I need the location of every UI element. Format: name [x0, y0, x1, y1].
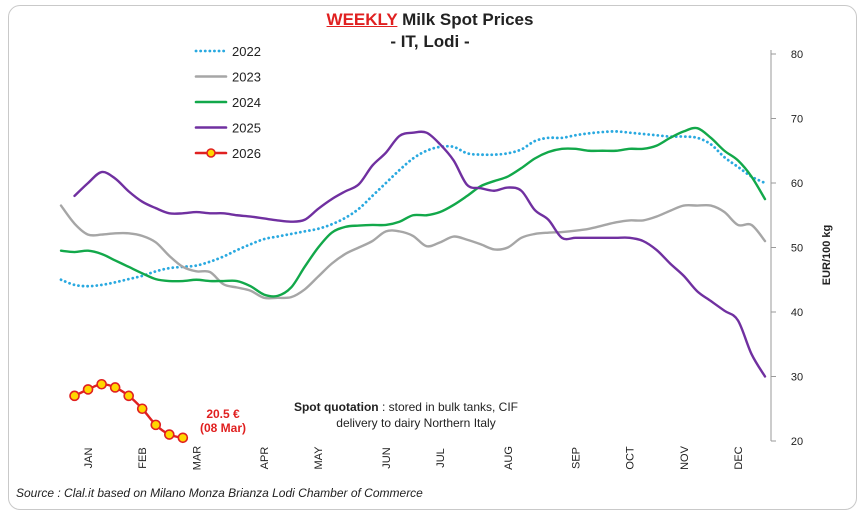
series-point-2026	[109, 382, 121, 393]
series-point-2026	[164, 429, 175, 440]
legend-label-2026: 2026	[232, 146, 261, 161]
x-tick-label: SEP	[570, 447, 582, 469]
chart-frame	[8, 5, 857, 510]
series-point-2026	[69, 390, 80, 402]
legend: 2022 2023 2024 2025 2026	[194, 44, 261, 161]
y-tick-label: 70	[791, 114, 803, 126]
x-tick-label: OCT	[625, 446, 637, 470]
spot-note-bold: Spot quotation	[294, 400, 379, 414]
series-point-2026	[96, 378, 107, 390]
series-line-2025	[73, 130, 767, 378]
x-tick-label: MAY	[313, 446, 325, 470]
y-tick-label: 30	[791, 372, 803, 384]
x-tick-label: JAN	[83, 448, 95, 469]
series-point-2026	[150, 419, 162, 431]
series-line-2023	[59, 203, 767, 300]
x-tick-label: AUG	[503, 446, 515, 470]
series-point-2026	[177, 432, 189, 444]
source-note: Source : Clal.it based on Milano Monza B…	[16, 486, 423, 500]
legend-label-2025: 2025	[232, 121, 261, 136]
series-point-2026	[123, 390, 134, 402]
spot-note-line2: delivery to dairy Northern Italy	[336, 416, 495, 430]
chart-title-rest: Milk Spot Prices	[397, 10, 534, 29]
y-tick-label: 80	[791, 49, 803, 61]
x-tick-label: JUN	[381, 447, 393, 468]
chart-title-emphasis: WEEKLY	[326, 10, 398, 29]
x-tick-label: APR	[259, 447, 271, 470]
y-axis-label: EUR/100 kg	[821, 225, 833, 286]
series-point-2026	[136, 403, 148, 415]
series-line-2022	[59, 129, 767, 288]
y-tick-label: 60	[791, 178, 803, 190]
annotations: Spot quotation : stored in bulk tanks, C…	[200, 400, 518, 435]
series-point-2026	[82, 384, 94, 395]
series-group	[59, 126, 767, 444]
x-axis: JAN FEB MAR APR MAY JUN JUL AUG SEP OCT NOV DEC	[83, 445, 745, 470]
legend-label-2023: 2023	[232, 70, 261, 85]
last-value-label: 20.5 €	[206, 407, 240, 421]
spot-note-line1: Spot quotation : stored in bulk tanks, C…	[294, 400, 518, 414]
spot-note-rest: : stored in bulk tanks, CIF	[379, 400, 518, 414]
x-tick-label: FEB	[137, 447, 149, 468]
y-tick-label: 40	[791, 307, 803, 319]
legend-marker-2026	[206, 148, 216, 158]
x-tick-label: MAR	[191, 446, 203, 471]
x-tick-label: JUL	[435, 448, 447, 468]
last-date-label: (08 Mar)	[200, 421, 246, 435]
chart-title: WEEKLY Milk Spot Prices	[280, 10, 580, 30]
legend-label-2024: 2024	[232, 95, 261, 110]
chart-subtitle: - IT, Lodi -	[390, 32, 470, 51]
y-axis: 20 30 40 50 60 70 80	[770, 49, 803, 448]
x-tick-label: NOV	[679, 445, 691, 470]
series-line-2024	[59, 126, 767, 298]
y-tick-label: 50	[791, 243, 803, 255]
x-tick-label: DEC	[733, 446, 745, 469]
legend-label-2022: 2022	[232, 44, 261, 59]
y-tick-label: 20	[791, 436, 803, 448]
